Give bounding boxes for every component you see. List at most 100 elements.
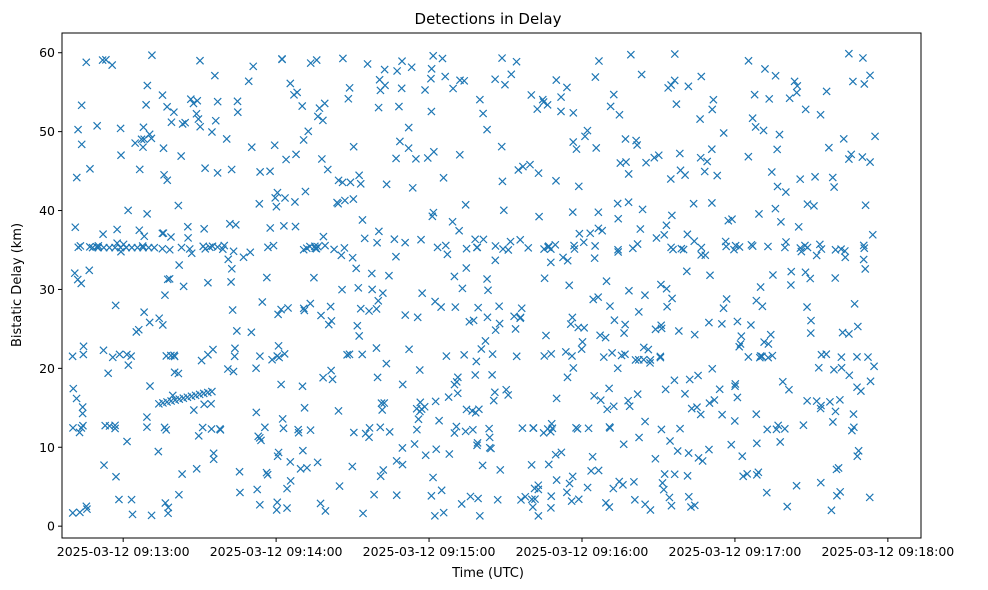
data-point: [801, 105, 810, 114]
data-point: [431, 397, 440, 406]
data-point: [111, 472, 121, 481]
data-point: [327, 366, 336, 375]
data-point: [613, 245, 623, 254]
data-point: [255, 433, 264, 442]
data-point: [435, 416, 444, 425]
data-point: [334, 176, 343, 185]
data-point: [208, 345, 217, 354]
data-point: [638, 205, 647, 214]
data-point: [349, 195, 358, 204]
data-point: [822, 87, 831, 96]
data-point: [415, 365, 424, 375]
data-point: [354, 283, 363, 292]
data-point: [177, 152, 186, 161]
data-point: [624, 198, 633, 207]
data-point: [274, 310, 283, 319]
data-point: [373, 373, 382, 382]
data-point: [227, 264, 236, 273]
data-point: [665, 493, 674, 502]
data-point: [705, 399, 714, 408]
data-point: [860, 79, 869, 89]
data-point: [165, 245, 174, 254]
data-point: [845, 371, 854, 380]
data-point: [773, 145, 782, 154]
data-point: [719, 128, 728, 138]
data-point: [228, 306, 237, 315]
data-point: [158, 320, 167, 329]
data-point: [72, 173, 81, 182]
data-point: [592, 143, 601, 152]
data-point: [762, 488, 771, 497]
data-point: [178, 119, 187, 128]
data-point: [780, 424, 789, 433]
data-point: [574, 495, 583, 504]
data-point: [866, 158, 875, 167]
data-point: [275, 353, 284, 362]
data-point: [816, 478, 825, 487]
data-point: [528, 503, 537, 512]
data-point: [263, 243, 272, 252]
data-point: [304, 127, 313, 136]
data-point: [538, 95, 547, 104]
data-point: [676, 166, 685, 175]
data-point: [286, 476, 295, 485]
data-point: [493, 495, 502, 504]
data-point: [654, 151, 663, 160]
data-point: [547, 349, 556, 358]
data-point: [580, 132, 590, 141]
data-point: [359, 509, 368, 518]
data-point: [690, 237, 699, 246]
data-point: [192, 109, 201, 118]
data-point: [722, 242, 731, 251]
data-point: [731, 241, 740, 250]
data-point: [811, 172, 820, 181]
data-point: [574, 323, 583, 332]
data-point: [201, 164, 210, 173]
data-point: [666, 174, 675, 184]
data-point: [831, 273, 840, 283]
data-point: [803, 396, 812, 405]
data-point: [757, 352, 767, 361]
data-point: [861, 264, 870, 273]
data-point: [179, 282, 188, 291]
data-point: [703, 157, 712, 166]
data-point: [656, 353, 665, 362]
data-point: [72, 394, 81, 403]
data-point: [82, 502, 91, 511]
data-point: [569, 363, 578, 373]
data-point: [453, 373, 462, 382]
data-point: [698, 456, 707, 466]
data-point: [460, 350, 469, 359]
data-point: [786, 280, 795, 290]
x-tick-label: 2025-03-12 09:18:00: [821, 544, 954, 559]
data-point: [633, 240, 642, 249]
data-point: [614, 247, 623, 257]
data-point: [594, 208, 603, 217]
data-point: [299, 135, 308, 144]
data-point: [771, 204, 780, 213]
data-point: [763, 242, 772, 251]
data-point: [231, 220, 240, 229]
data-point: [670, 50, 679, 59]
data-point: [772, 425, 781, 434]
data-point: [69, 384, 78, 393]
data-point: [660, 230, 669, 239]
data-point: [676, 424, 685, 433]
data-point: [727, 440, 736, 449]
data-point: [301, 187, 310, 196]
data-point: [787, 267, 796, 276]
data-point: [453, 389, 462, 398]
data-point: [169, 108, 178, 117]
data-point: [410, 440, 419, 449]
data-point: [766, 330, 775, 339]
data-point: [181, 118, 190, 127]
data-point: [468, 406, 477, 415]
data-point: [781, 188, 790, 197]
data-point: [705, 271, 715, 280]
data-point: [213, 168, 222, 177]
data-point: [684, 449, 693, 458]
data-point: [620, 329, 629, 338]
data-point: [844, 49, 853, 58]
data-point: [551, 176, 561, 185]
data-point: [624, 286, 633, 295]
